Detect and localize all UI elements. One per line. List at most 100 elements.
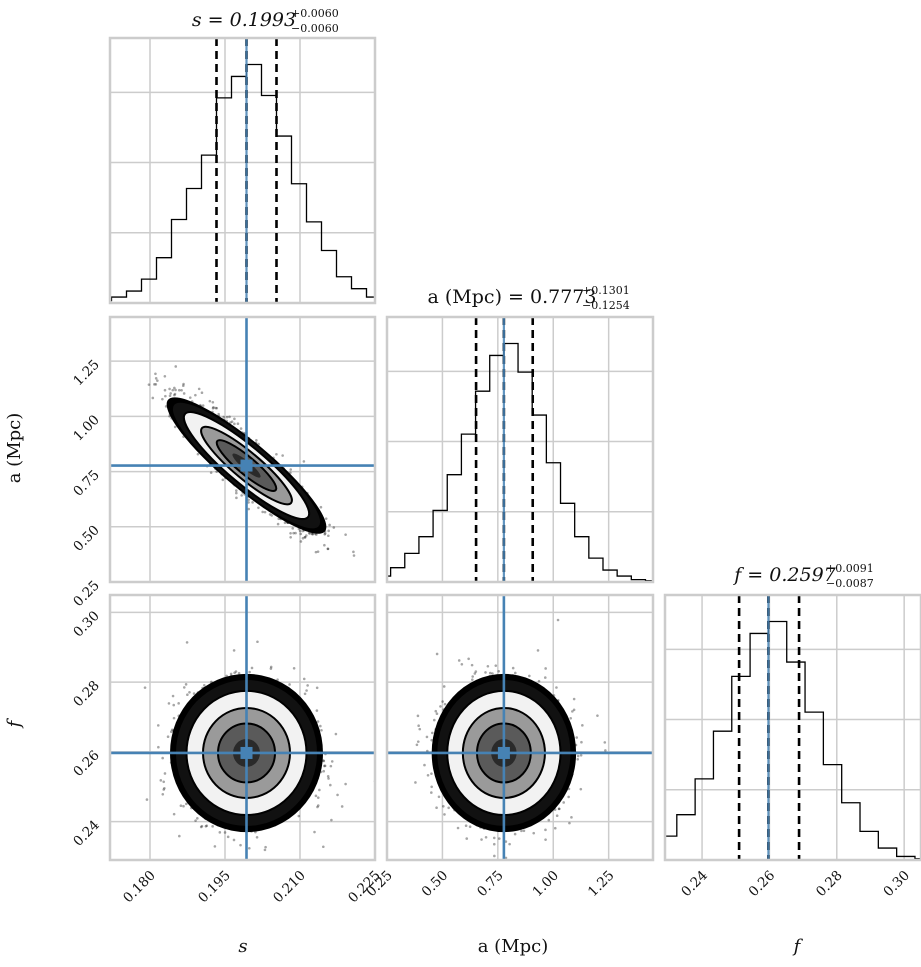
sample-point xyxy=(492,842,496,846)
sample-point xyxy=(484,671,487,674)
y-tick-label: 0.25 xyxy=(70,578,103,611)
sample-point xyxy=(326,775,330,778)
sample-point xyxy=(319,724,322,728)
title-a: a (Mpc) = 0.7773 xyxy=(428,286,597,308)
x-tick-label: 0.210 xyxy=(270,868,309,907)
sample-point xyxy=(233,671,236,675)
sample-point xyxy=(581,724,584,727)
sample-point xyxy=(352,550,355,554)
sample-point xyxy=(553,826,557,830)
sample-point xyxy=(480,838,483,841)
sample-point xyxy=(439,705,442,708)
sample-point xyxy=(211,825,214,828)
sample-point xyxy=(172,812,176,816)
sample-point xyxy=(544,667,547,670)
y-tick-label: 0.28 xyxy=(70,678,103,711)
sample-point xyxy=(217,412,220,416)
sample-point xyxy=(234,489,238,492)
histogram-a xyxy=(385,315,655,584)
sample-point xyxy=(576,758,580,761)
sample-point xyxy=(323,543,326,547)
sample-point xyxy=(303,535,307,539)
sample-point xyxy=(497,669,501,673)
sample-point xyxy=(437,795,441,799)
sample-point xyxy=(181,384,185,388)
sample-point xyxy=(328,523,331,527)
sample-point xyxy=(571,710,574,713)
sample-point xyxy=(161,397,164,401)
sample-point xyxy=(233,417,236,421)
sample-point xyxy=(344,782,347,786)
title-s: s = 0.1993 xyxy=(192,9,296,31)
sample-point xyxy=(544,828,547,832)
sample-point xyxy=(326,547,330,551)
sample-point xyxy=(567,795,570,799)
title-s-minus: −0.0060 xyxy=(291,22,339,35)
sample-point xyxy=(562,801,565,804)
sample-point xyxy=(318,788,321,792)
sample-point xyxy=(235,491,238,495)
sample-point xyxy=(185,802,188,806)
sample-point xyxy=(204,825,208,828)
y-tick-label: 1.00 xyxy=(70,412,103,445)
x-tick-label: 0.75 xyxy=(474,868,507,901)
sample-point xyxy=(194,393,197,397)
sample-point xyxy=(315,686,319,690)
sample-point xyxy=(329,783,332,787)
title-s-plus: +0.0060 xyxy=(291,7,339,20)
sample-point xyxy=(303,536,307,539)
sample-point xyxy=(269,665,273,669)
sample-point xyxy=(194,819,197,822)
sample-point xyxy=(153,383,156,386)
sample-point xyxy=(169,392,172,395)
sample-point xyxy=(536,649,540,652)
contour-line xyxy=(182,411,311,521)
sample-point xyxy=(294,531,297,535)
truth-marker xyxy=(497,746,510,759)
sample-point xyxy=(326,547,330,551)
sample-point xyxy=(572,697,576,701)
sample-point xyxy=(156,724,160,727)
y-tick-label: 0.26 xyxy=(70,747,103,780)
sample-point xyxy=(201,404,205,407)
sample-point xyxy=(544,838,547,841)
sample-point xyxy=(196,452,200,456)
sample-point xyxy=(161,792,165,796)
sample-point xyxy=(572,708,576,712)
sample-point xyxy=(327,529,330,533)
sample-point xyxy=(178,834,181,838)
sample-point xyxy=(223,831,227,834)
sample-point xyxy=(556,618,560,622)
sample-point xyxy=(196,817,199,820)
sample-point xyxy=(575,736,579,739)
sample-point xyxy=(192,692,196,695)
sample-point xyxy=(570,816,573,819)
panel-border xyxy=(108,36,377,305)
xlabel-f: f xyxy=(792,936,804,957)
sample-point xyxy=(303,692,307,696)
sample-point xyxy=(186,693,189,697)
panel-a-vs-f xyxy=(385,593,655,862)
sample-point xyxy=(297,814,301,818)
sample-point xyxy=(302,460,306,463)
histogram-s xyxy=(108,36,377,305)
sample-point xyxy=(494,664,498,667)
sample-point xyxy=(322,845,325,849)
ylabel-f: f xyxy=(4,717,25,729)
sample-point xyxy=(568,821,571,825)
sample-point xyxy=(504,856,508,860)
sample-point xyxy=(442,685,446,688)
sample-point xyxy=(302,677,306,681)
sample-point xyxy=(484,835,488,839)
sample-point xyxy=(537,679,541,683)
sample-point xyxy=(289,535,292,539)
sample-point xyxy=(211,406,215,410)
sample-point xyxy=(170,728,174,732)
sample-point xyxy=(276,522,280,526)
sample-point xyxy=(147,383,151,386)
sample-point xyxy=(471,675,474,678)
sample-point xyxy=(414,781,417,784)
sample-point xyxy=(143,686,147,689)
sample-point xyxy=(344,533,347,536)
sample-point xyxy=(289,532,292,535)
